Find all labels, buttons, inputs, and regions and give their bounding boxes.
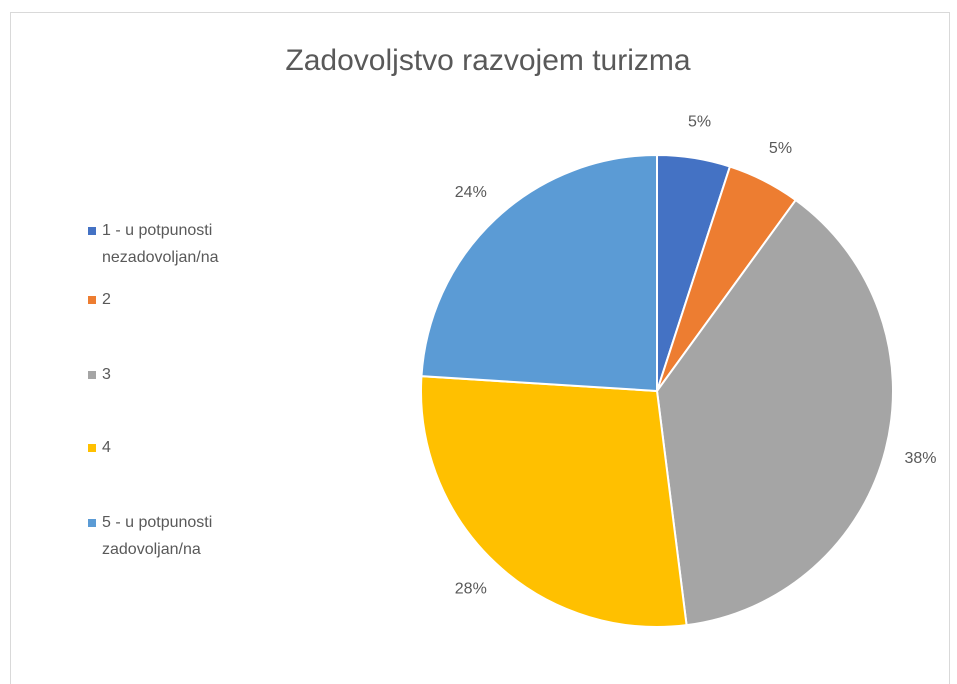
- legend-swatch: [88, 227, 96, 235]
- legend-swatch: [88, 444, 96, 452]
- data-label: 24%: [455, 184, 487, 201]
- legend-swatch: [88, 371, 96, 379]
- chart-title: Zadovoljstvo razvojem turizma: [285, 44, 690, 77]
- legend-label: 4: [102, 439, 111, 456]
- data-label: 5%: [688, 114, 711, 131]
- legend-label: 2: [102, 291, 111, 308]
- pie-slice: [655, 198, 894, 627]
- legend-item: 2: [88, 286, 268, 313]
- pie-slice: [420, 375, 688, 628]
- data-label: 5%: [769, 140, 792, 157]
- data-label: 38%: [904, 450, 936, 467]
- legend-label: 3: [102, 366, 111, 383]
- legend-label: 5 - u potpunosti zadovoljan/na: [102, 514, 213, 558]
- legend-label: 1 - u potpunosti nezadovoljan/na: [102, 222, 219, 266]
- legend-swatch: [88, 519, 96, 527]
- legend-item: 4: [88, 434, 268, 461]
- legend-swatch: [88, 296, 96, 304]
- legend-item: 1 - u potpunosti nezadovoljan/na: [88, 217, 268, 271]
- pie-slice: [420, 153, 658, 393]
- legend-item: 3: [88, 361, 268, 388]
- legend-item: 5 - u potpunosti zadovoljan/na: [88, 509, 268, 563]
- data-label: 28%: [455, 580, 487, 597]
